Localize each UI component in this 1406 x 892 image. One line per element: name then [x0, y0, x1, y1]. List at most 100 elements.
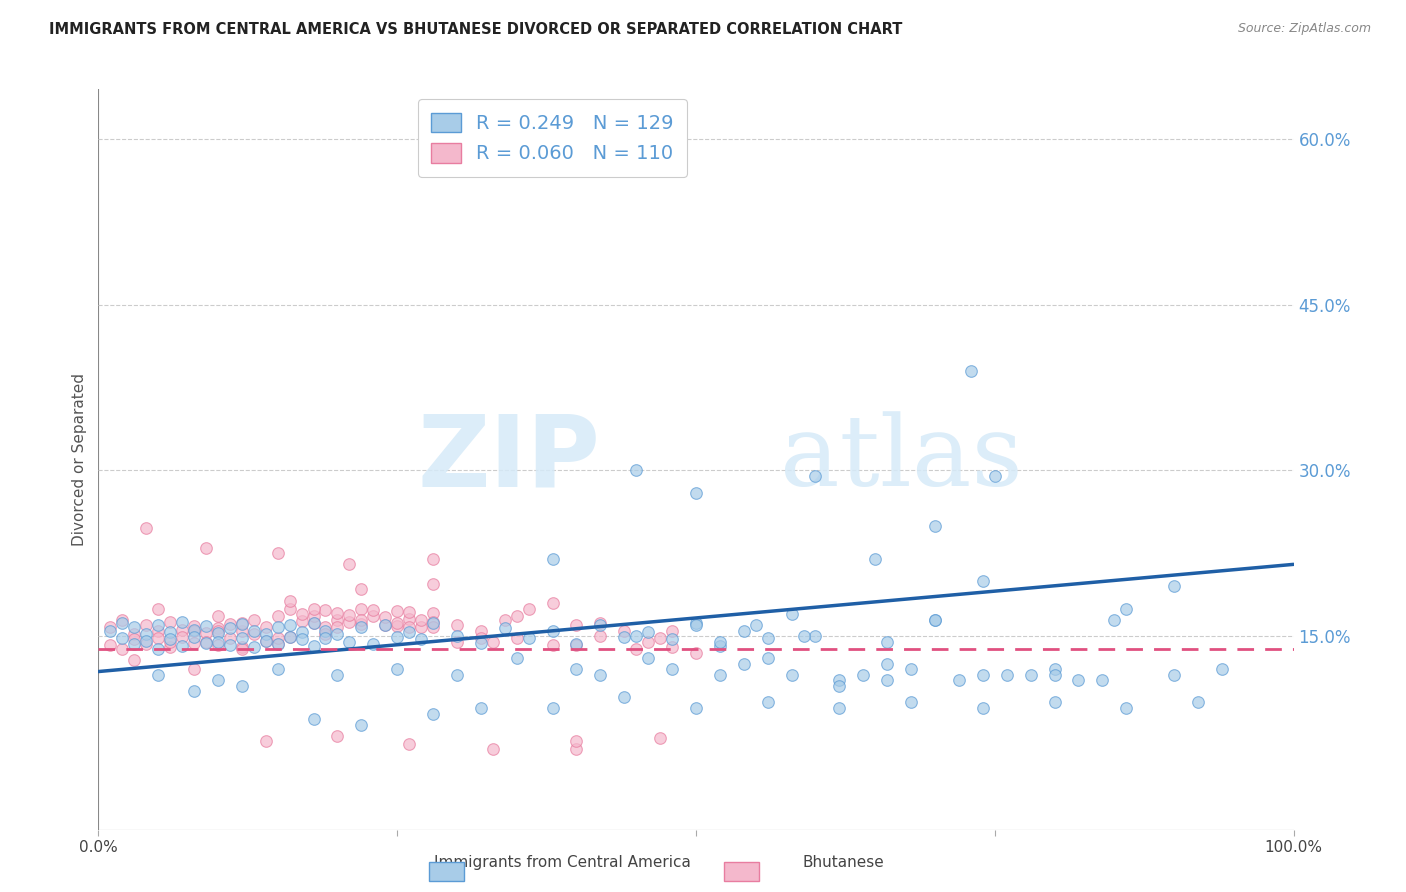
- Point: [148, 632, 170, 646]
- Point: [1067, 673, 1090, 688]
- Point: [852, 668, 875, 682]
- Point: [626, 463, 648, 477]
- Point: [756, 632, 779, 646]
- Point: [565, 734, 588, 748]
- Point: [685, 618, 707, 632]
- Point: [745, 618, 768, 632]
- Point: [350, 717, 373, 731]
- Point: [363, 609, 385, 624]
- Point: [1211, 662, 1233, 676]
- Point: [446, 618, 468, 632]
- Point: [709, 639, 731, 653]
- Text: IMMIGRANTS FROM CENTRAL AMERICA VS BHUTANESE DIVORCED OR SEPARATED CORRELATION C: IMMIGRANTS FROM CENTRAL AMERICA VS BHUTA…: [49, 22, 903, 37]
- Point: [685, 701, 707, 715]
- Point: [398, 611, 420, 625]
- Point: [637, 624, 659, 639]
- Point: [374, 618, 396, 632]
- Point: [374, 618, 396, 632]
- Point: [900, 696, 922, 710]
- Point: [267, 662, 290, 676]
- Point: [733, 624, 755, 638]
- Point: [111, 632, 134, 646]
- Point: [648, 731, 672, 745]
- Point: [243, 624, 266, 638]
- Point: [291, 607, 314, 621]
- Point: [385, 604, 409, 618]
- Point: [183, 684, 205, 698]
- Point: [494, 613, 516, 627]
- Point: [207, 634, 229, 648]
- Point: [148, 624, 170, 638]
- Point: [589, 618, 612, 632]
- Point: [159, 634, 181, 648]
- Point: [243, 640, 266, 655]
- Text: Bhutanese: Bhutanese: [803, 855, 884, 870]
- Point: [124, 637, 146, 651]
- Text: ZIP: ZIP: [418, 411, 600, 508]
- Point: [183, 636, 205, 650]
- Point: [422, 551, 444, 566]
- Point: [398, 620, 420, 634]
- Point: [267, 609, 290, 624]
- Point: [995, 668, 1018, 682]
- Point: [231, 679, 253, 693]
- Point: [254, 620, 277, 634]
- Point: [422, 606, 444, 620]
- Point: [267, 637, 290, 651]
- Point: [98, 624, 122, 638]
- Point: [780, 607, 803, 621]
- Point: [1091, 673, 1114, 688]
- Point: [207, 673, 229, 688]
- Point: [865, 551, 887, 566]
- Point: [148, 618, 170, 632]
- Point: [661, 632, 683, 647]
- Point: [422, 706, 444, 721]
- Point: [291, 624, 314, 639]
- Point: [339, 615, 361, 629]
- Point: [422, 615, 444, 630]
- Point: [470, 636, 492, 650]
- Point: [446, 668, 468, 682]
- Point: [661, 624, 683, 638]
- Point: [565, 637, 588, 651]
- Point: [326, 729, 349, 743]
- Point: [589, 668, 612, 682]
- Point: [685, 615, 707, 630]
- Point: [709, 668, 731, 682]
- Point: [339, 634, 361, 648]
- Point: [267, 620, 290, 634]
- Point: [302, 601, 325, 615]
- Point: [481, 742, 505, 756]
- Point: [517, 601, 540, 615]
- Point: [411, 632, 433, 647]
- Point: [183, 662, 205, 676]
- Point: [565, 618, 588, 632]
- Point: [172, 639, 194, 653]
- Point: [267, 546, 290, 560]
- Point: [278, 630, 301, 644]
- Point: [1187, 696, 1209, 710]
- Point: [494, 622, 516, 636]
- Point: [385, 630, 409, 644]
- Point: [1115, 701, 1137, 715]
- Point: [613, 624, 636, 638]
- Point: [159, 624, 181, 639]
- Point: [135, 633, 157, 648]
- Point: [446, 634, 468, 648]
- Point: [385, 615, 409, 630]
- Point: [111, 613, 134, 627]
- Point: [972, 668, 994, 682]
- Point: [350, 613, 373, 627]
- Point: [363, 602, 385, 616]
- Legend: R = 0.249   N = 129, R = 0.060   N = 110: R = 0.249 N = 129, R = 0.060 N = 110: [418, 99, 688, 177]
- Point: [661, 662, 683, 676]
- Point: [1163, 668, 1185, 682]
- Point: [470, 624, 492, 638]
- Point: [315, 624, 337, 638]
- Point: [960, 364, 983, 378]
- Point: [254, 627, 277, 641]
- Point: [159, 640, 181, 655]
- Point: [231, 624, 253, 638]
- Point: [385, 662, 409, 676]
- Y-axis label: Divorced or Separated: Divorced or Separated: [72, 373, 87, 546]
